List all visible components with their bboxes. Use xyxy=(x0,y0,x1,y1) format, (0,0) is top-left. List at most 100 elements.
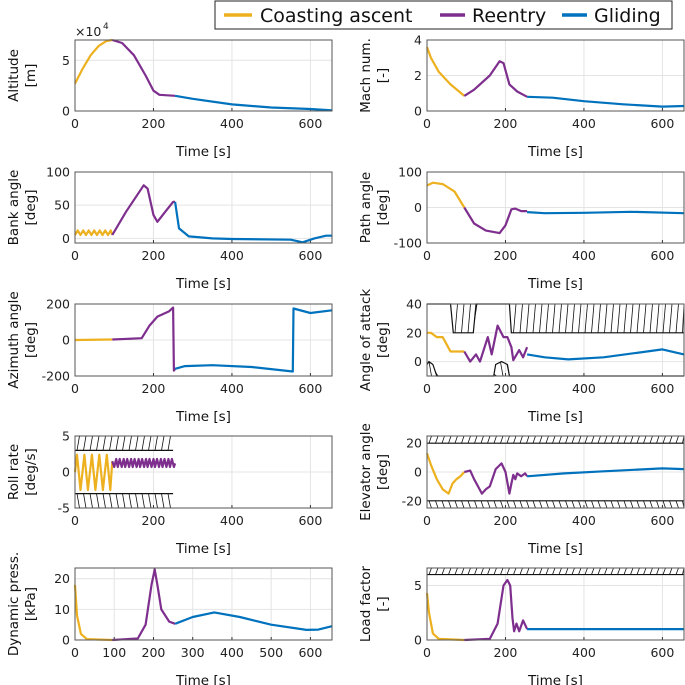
constraint-hatch xyxy=(584,435,588,444)
constraint-hatch xyxy=(604,303,608,333)
y-tick-label: 0 xyxy=(62,104,70,119)
constraint-hatch xyxy=(526,567,530,575)
y-tick-label: 40 xyxy=(406,297,422,312)
constraint-hatch xyxy=(128,493,132,509)
constraint-hatch xyxy=(591,567,595,575)
constraint-hatch xyxy=(109,493,113,509)
x-tick-label: 200 xyxy=(142,116,166,131)
constraint-hatch xyxy=(656,567,660,575)
constraint-hatch xyxy=(630,567,634,575)
constraint-hatch xyxy=(636,567,640,575)
constraint-hatch xyxy=(532,435,536,444)
constraint-hatch xyxy=(500,567,504,575)
x-tick-label: 0 xyxy=(71,645,79,660)
constraint-hatch xyxy=(675,435,679,444)
constraint-hatch xyxy=(623,567,627,575)
constraint-hatch xyxy=(461,567,465,575)
series-line-gliding xyxy=(174,201,332,244)
y-tick-label: 10 xyxy=(54,602,70,617)
constraint-hatch xyxy=(669,500,673,509)
constraint-hatch xyxy=(558,500,562,509)
constraint-hatch xyxy=(513,500,517,509)
legend: Coasting ascent Reentry Gliding xyxy=(214,0,673,30)
y-tick-label: 2 xyxy=(414,68,422,83)
axes-box xyxy=(74,171,333,244)
constraint-hatch xyxy=(435,567,439,575)
constraint-hatch xyxy=(610,435,614,444)
axes-box xyxy=(426,171,685,244)
constraint-hatch xyxy=(669,303,673,333)
x-tick-label: 0 xyxy=(423,381,431,396)
constraint-hatch xyxy=(597,435,601,444)
constraint-hatch xyxy=(617,500,621,509)
x-axis-label: Time [s] xyxy=(175,541,231,557)
constraint-hatch xyxy=(630,500,634,509)
constraint-hatch xyxy=(141,493,145,509)
y-axis-label: Load factor xyxy=(358,565,374,642)
x-tick-label: 600 xyxy=(298,513,322,528)
constraint-hatch xyxy=(487,435,491,444)
y-axis-multiplier-exponent: 4 xyxy=(103,22,109,32)
constraint-hatch xyxy=(552,500,556,509)
constraint-hatch xyxy=(545,567,549,575)
constraint-hatch xyxy=(565,567,569,575)
constraint-hatch xyxy=(448,435,452,444)
subplot-angle-of-attack: 0 200 400 600 0 20 40 Time [s] Angle of attack [d… xyxy=(358,289,685,425)
x-tick-label: 200 xyxy=(142,248,166,263)
constraint-hatch xyxy=(578,435,582,444)
constraint-hatch xyxy=(161,493,165,509)
constraint-hatch xyxy=(675,567,679,575)
constraint-hatch xyxy=(617,435,621,444)
constraint-hatch xyxy=(591,500,595,509)
x-axis-label: Time [s] xyxy=(527,276,583,292)
constraint-hatch xyxy=(636,435,640,444)
constraint-hatch xyxy=(513,567,517,575)
constraint-hatch xyxy=(487,500,491,509)
series-line-coasting-ascent xyxy=(74,38,113,85)
y-tick-label: 0 xyxy=(414,633,422,648)
constraint-hatch xyxy=(461,435,465,444)
y-axis-label: Bank angle xyxy=(6,170,22,246)
constraint-hatch xyxy=(539,435,543,444)
series-line-gliding xyxy=(527,95,685,108)
series-line-reentry xyxy=(463,324,529,363)
y-tick-label: -200 xyxy=(42,369,70,384)
constraint-hatch xyxy=(649,567,653,575)
constraint-hatch xyxy=(454,567,458,575)
constraint-hatch xyxy=(565,435,569,444)
constraint-hatch xyxy=(135,435,139,451)
y-tick-label: 0 xyxy=(414,104,422,119)
series-line-gliding xyxy=(527,210,685,215)
constraint-hatch xyxy=(167,435,171,451)
constraint-hatch xyxy=(526,500,530,509)
y-axis-label: Azimuth angle xyxy=(6,291,22,388)
y-axis-unit: [deg] xyxy=(23,322,39,358)
constraint-hatch xyxy=(154,493,158,509)
constraint-hatch xyxy=(604,435,608,444)
x-tick-label: 400 xyxy=(220,248,244,263)
constraint-hatch xyxy=(662,435,666,444)
axes-box xyxy=(426,435,685,509)
x-tick-label: 600 xyxy=(650,381,674,396)
constraint-hatch xyxy=(526,435,530,444)
constraint-hatch xyxy=(571,435,575,444)
series-line-reentry xyxy=(112,306,177,372)
constraint-hatch xyxy=(578,500,582,509)
x-tick-label: 400 xyxy=(572,513,596,528)
constraint-hatch xyxy=(526,303,530,333)
y-tick-label: -20 xyxy=(402,493,422,508)
y-tick-label: 20 xyxy=(406,325,422,340)
constraint-hatch xyxy=(487,567,491,575)
constraint-hatch xyxy=(597,567,601,575)
constraint-hatch xyxy=(435,500,439,509)
constraint-hatch xyxy=(558,567,562,575)
constraint-hatch xyxy=(513,303,517,333)
x-tick-label: 400 xyxy=(220,645,244,660)
x-tick-label: 200 xyxy=(142,381,166,396)
constraint-hatch xyxy=(96,435,100,451)
x-tick-label: 200 xyxy=(494,116,518,131)
y-tick-label: -100 xyxy=(394,236,422,251)
subplot-bank-angle: 0 200 400 600 0 50 100 Time [s] Bank angle [deg] xyxy=(6,165,333,292)
